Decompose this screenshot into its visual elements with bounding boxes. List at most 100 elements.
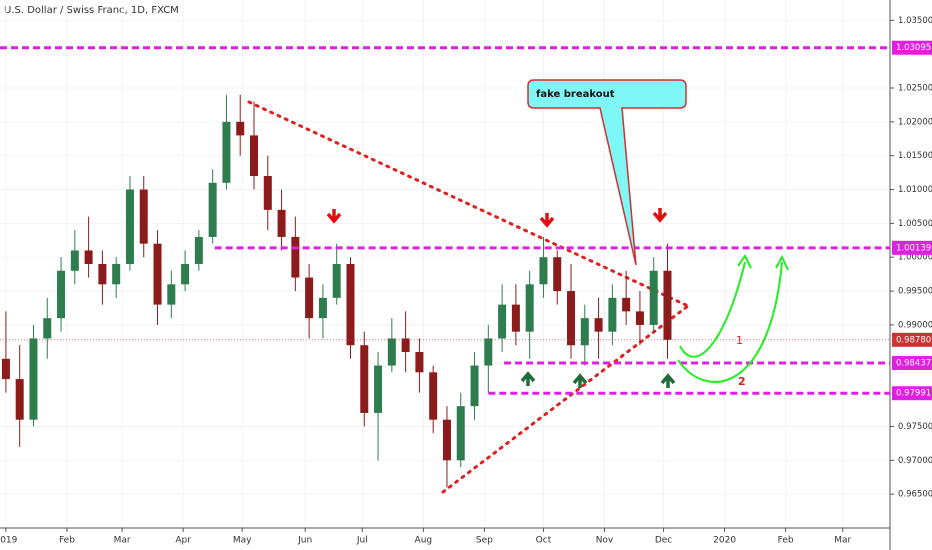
candle-body — [43, 318, 52, 339]
candle-body — [387, 338, 396, 366]
candle-body — [360, 345, 369, 413]
callout-label: fake breakout — [536, 89, 615, 100]
candle-body — [167, 284, 176, 305]
x-tick-label: Apr — [175, 536, 191, 546]
candle-body — [484, 338, 493, 366]
y-tick-label: 1.00500 — [898, 219, 932, 229]
candle-body — [608, 297, 617, 332]
x-tick-label: Sep — [476, 536, 493, 546]
candle-body — [332, 264, 341, 298]
candle-body — [84, 250, 93, 264]
x-tick-label: 2020 — [713, 536, 736, 546]
level-box — [892, 386, 932, 401]
level-label: 1.00139 — [896, 243, 931, 253]
candle-body — [29, 338, 38, 420]
candle-body — [456, 406, 465, 461]
down-arrow — [652, 208, 668, 223]
candle-body — [1, 358, 10, 380]
candle-body — [305, 277, 314, 319]
candle-body — [153, 243, 162, 305]
x-tick-label: Aug — [415, 536, 433, 546]
candle-body — [580, 318, 589, 346]
candle-body — [139, 189, 148, 244]
y-tick-label: 1.01000 — [898, 185, 932, 195]
level-label: 1.03095 — [896, 43, 931, 53]
candle-body — [442, 419, 451, 461]
candle-body — [649, 270, 658, 325]
candle-body — [374, 365, 383, 413]
level-box — [892, 240, 932, 255]
x-tick-label: Dec — [655, 536, 672, 546]
candle-body — [401, 338, 410, 352]
candle-body — [567, 291, 576, 346]
level-box — [892, 356, 932, 371]
candle-body — [318, 297, 327, 319]
candle-body — [208, 182, 217, 237]
projection-curve — [679, 261, 746, 358]
x-tick-label: Mar — [834, 536, 851, 546]
candle-body — [194, 236, 203, 264]
candle-body — [222, 121, 231, 183]
down-arrow — [326, 209, 342, 224]
callout — [527, 79, 687, 266]
x-tick-label: Nov — [596, 536, 614, 546]
candle-body — [291, 236, 300, 278]
y-tick-label: 0.97000 — [898, 456, 932, 466]
candle-body — [112, 264, 121, 285]
x-tick-label: Feb — [59, 536, 75, 546]
trend-line — [441, 304, 690, 494]
projection-arrow — [775, 254, 789, 271]
y-tick-label: 0.99000 — [898, 320, 932, 330]
level-label: 0.97991 — [896, 389, 931, 399]
last-price-box — [892, 332, 932, 347]
candle-body — [539, 257, 548, 285]
candle-body — [98, 264, 107, 285]
x-tick-label: Oct — [536, 536, 552, 546]
x-tick-label: May — [233, 536, 252, 546]
annotation-label: 2 — [738, 375, 746, 388]
last-price-label: 0.98780 — [896, 335, 931, 345]
x-tick-label: Feb — [778, 536, 794, 546]
projection-curve — [677, 261, 783, 383]
candle-body — [594, 318, 603, 332]
y-tick-label: 1.02000 — [898, 117, 932, 127]
candle-body — [511, 304, 520, 332]
candle-body — [415, 352, 424, 373]
candle-body — [470, 365, 479, 407]
candle-body — [15, 379, 24, 420]
y-tick-label: 1.00000 — [898, 253, 932, 263]
annotation-label: 1 — [736, 334, 743, 347]
candle-body — [236, 121, 245, 136]
x-tick-label: Mar — [114, 536, 131, 546]
candle-body — [635, 311, 644, 325]
y-tick-label: 0.96500 — [898, 490, 932, 500]
down-arrow — [539, 213, 555, 228]
candle-body — [181, 264, 190, 285]
candle-body — [263, 176, 272, 210]
level-box — [892, 40, 932, 55]
x-tick-label: Jul — [356, 536, 368, 546]
candle-body — [250, 135, 259, 176]
candle-body — [429, 372, 438, 420]
x-tick-label: Jun — [297, 536, 312, 546]
candle-body — [498, 304, 507, 339]
candle-body — [70, 250, 79, 271]
candle-body — [622, 297, 631, 312]
candle-body — [125, 189, 134, 264]
up-arrow — [572, 373, 588, 388]
trend-line — [247, 100, 690, 308]
candle-body — [663, 270, 672, 340]
y-tick-label: 1.01500 — [898, 151, 932, 161]
up-arrow — [520, 371, 536, 386]
projection-arrow — [737, 254, 752, 269]
y-tick-label: 0.99500 — [898, 287, 932, 297]
candle-body — [553, 257, 562, 292]
y-tick-label: 1.03500 — [898, 16, 932, 26]
candle-body — [525, 284, 534, 332]
x-tick-label: 2019 — [0, 536, 18, 546]
chart-title: U.S. Dollar / Swiss Franc, 1D, FXCM — [4, 5, 179, 16]
y-tick-label: 0.97500 — [898, 422, 932, 432]
level-label: 0.98437 — [896, 359, 931, 369]
